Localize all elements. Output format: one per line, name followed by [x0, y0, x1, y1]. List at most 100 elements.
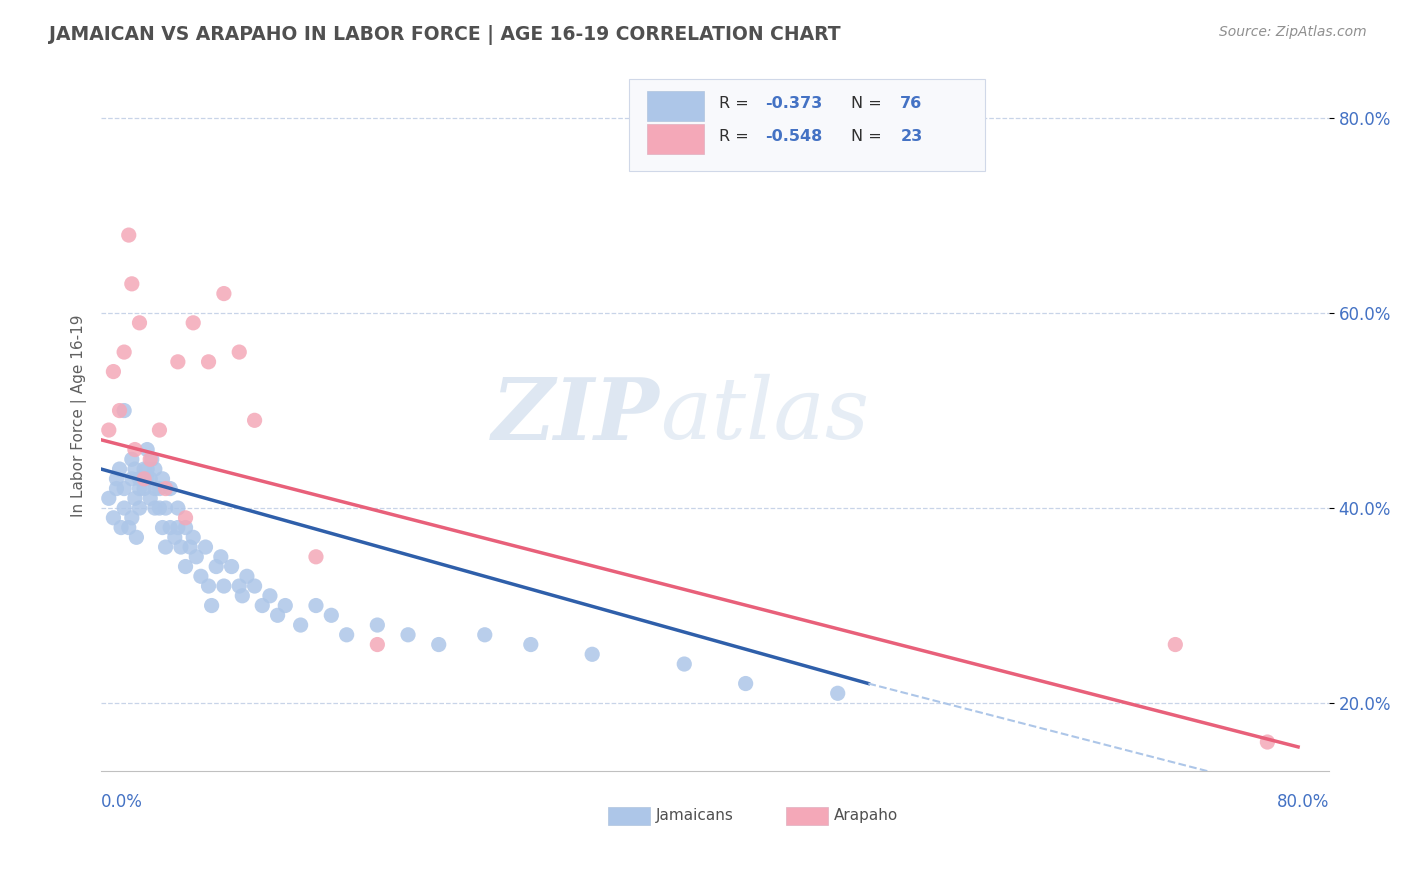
Point	[520, 638, 543, 652]
Point	[212, 286, 235, 301]
Point	[148, 501, 170, 516]
Point	[141, 452, 163, 467]
Text: R =: R =	[718, 96, 754, 112]
Point	[321, 608, 343, 623]
Point	[159, 520, 181, 534]
Point	[128, 472, 150, 486]
Point	[396, 628, 419, 642]
Point	[125, 530, 148, 544]
Point	[143, 482, 166, 496]
Point	[290, 618, 312, 632]
Point	[734, 676, 756, 690]
Point	[155, 501, 177, 516]
Y-axis label: In Labor Force | Age 16-19: In Labor Force | Age 16-19	[72, 314, 87, 516]
Point	[673, 657, 696, 671]
FancyBboxPatch shape	[628, 78, 986, 171]
Point	[366, 618, 388, 632]
Point	[266, 608, 288, 623]
Text: R =: R =	[718, 129, 754, 144]
Point	[259, 589, 281, 603]
Point	[336, 628, 359, 642]
Point	[118, 520, 141, 534]
Point	[132, 472, 155, 486]
Text: 80.0%: 80.0%	[1277, 793, 1329, 811]
Point	[152, 520, 174, 534]
Point	[108, 462, 131, 476]
Point	[1164, 638, 1187, 652]
Point	[181, 316, 204, 330]
FancyBboxPatch shape	[609, 807, 650, 825]
Point	[190, 569, 212, 583]
Point	[128, 501, 150, 516]
Point	[205, 559, 228, 574]
Point	[231, 589, 253, 603]
Point	[581, 648, 603, 662]
Point	[186, 549, 208, 564]
Point	[170, 540, 193, 554]
Point	[139, 472, 162, 486]
Point	[132, 482, 155, 496]
Point	[212, 579, 235, 593]
Point	[228, 345, 250, 359]
Point	[827, 686, 849, 700]
Text: 0.0%: 0.0%	[101, 793, 143, 811]
Point	[243, 413, 266, 427]
Point	[121, 277, 143, 291]
Point	[97, 423, 120, 437]
Point	[155, 482, 177, 496]
Text: ZIP: ZIP	[492, 374, 659, 458]
Point	[112, 501, 135, 516]
Point	[474, 628, 496, 642]
Point	[174, 520, 197, 534]
Point	[136, 472, 159, 486]
Point	[148, 482, 170, 496]
Text: 76: 76	[900, 96, 922, 112]
Text: Arapaho: Arapaho	[834, 808, 898, 823]
FancyBboxPatch shape	[647, 91, 704, 120]
Text: N =: N =	[851, 96, 887, 112]
Point	[427, 638, 450, 652]
Point	[124, 491, 146, 506]
Point	[209, 549, 232, 564]
Point	[166, 355, 188, 369]
Point	[103, 510, 125, 524]
Point	[197, 579, 219, 593]
Point	[112, 345, 135, 359]
Point	[174, 510, 197, 524]
Point	[155, 540, 177, 554]
Point	[305, 549, 328, 564]
Point	[105, 472, 128, 486]
Point	[97, 491, 120, 506]
Text: Source: ZipAtlas.com: Source: ZipAtlas.com	[1219, 25, 1367, 39]
Text: -0.548: -0.548	[765, 129, 823, 144]
Point	[139, 452, 162, 467]
Point	[136, 462, 159, 476]
Point	[108, 403, 131, 417]
Point	[252, 599, 274, 613]
Point	[179, 540, 201, 554]
Point	[132, 462, 155, 476]
Text: atlas: atlas	[659, 374, 869, 457]
Point	[139, 491, 162, 506]
Point	[166, 501, 188, 516]
Point	[136, 442, 159, 457]
Point	[143, 462, 166, 476]
Point	[143, 501, 166, 516]
Text: -0.373: -0.373	[765, 96, 823, 112]
Point	[181, 530, 204, 544]
Point	[1256, 735, 1278, 749]
Point	[121, 452, 143, 467]
Point	[118, 228, 141, 243]
Point	[121, 472, 143, 486]
Point	[221, 559, 243, 574]
Text: JAMAICAN VS ARAPAHO IN LABOR FORCE | AGE 16-19 CORRELATION CHART: JAMAICAN VS ARAPAHO IN LABOR FORCE | AGE…	[49, 25, 841, 45]
Point	[174, 559, 197, 574]
Point	[152, 472, 174, 486]
Text: N =: N =	[851, 129, 887, 144]
Point	[159, 482, 181, 496]
Point	[163, 530, 186, 544]
Point	[112, 403, 135, 417]
FancyBboxPatch shape	[647, 124, 704, 153]
Point	[112, 482, 135, 496]
Point	[197, 355, 219, 369]
